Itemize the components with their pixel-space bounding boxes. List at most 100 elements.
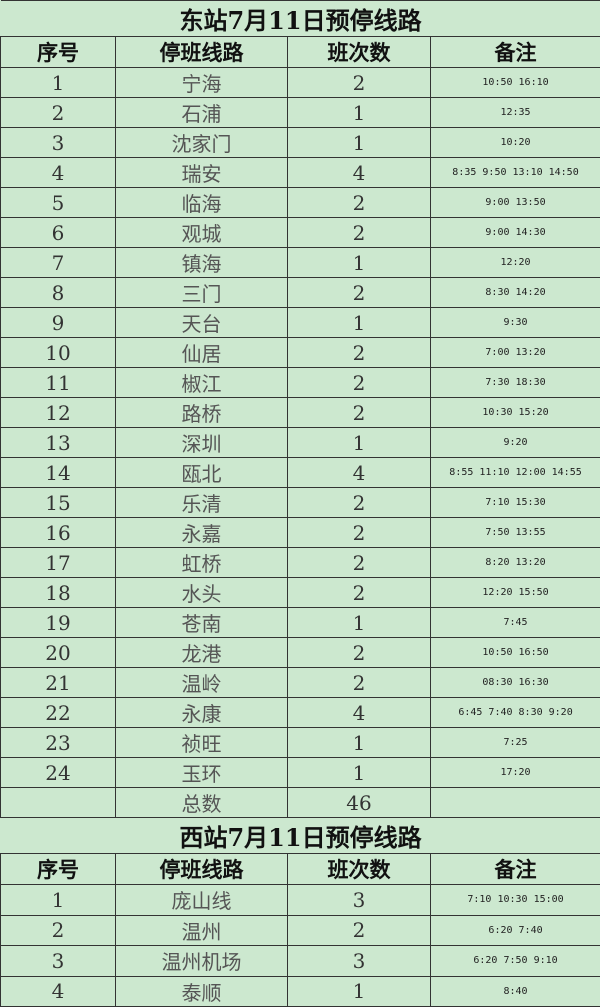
row-note: 10:50 16:10	[431, 68, 600, 98]
row-note: 7:10 10:30 15:00	[431, 885, 600, 916]
header-count: 班次数	[288, 37, 431, 68]
row-count: 1	[288, 728, 431, 758]
row-index: 11	[1, 368, 116, 398]
row-index: 20	[1, 638, 116, 668]
row-count: 1	[288, 976, 431, 1007]
row-route: 乐清	[116, 488, 288, 518]
header-index: 序号	[1, 854, 116, 885]
row-count: 3	[288, 946, 431, 977]
row-route: 三门	[116, 278, 288, 308]
row-count: 4	[288, 698, 431, 728]
row-note: 10:50 16:50	[431, 638, 600, 668]
row-note: 9:30	[431, 308, 600, 338]
row-count: 1	[288, 758, 431, 788]
row-route: 祯旺	[116, 728, 288, 758]
header-note: 备注	[431, 854, 600, 885]
row-count: 4	[288, 158, 431, 188]
total-label: 总数	[116, 788, 288, 818]
row-route: 龙港	[116, 638, 288, 668]
header-route: 停班线路	[116, 854, 288, 885]
row-note: 7:50 13:55	[431, 518, 600, 548]
row-note: 6:45 7:40 8:30 9:20	[431, 698, 600, 728]
row-index: 23	[1, 728, 116, 758]
east-total-row: 总数 46	[1, 788, 600, 818]
row-note: 7:45	[431, 608, 600, 638]
row-route: 泰顺	[116, 976, 288, 1007]
row-index: 1	[1, 68, 116, 98]
row-route: 观城	[116, 218, 288, 248]
row-route: 永嘉	[116, 518, 288, 548]
row-index: 13	[1, 428, 116, 458]
row-note: 12:20 15:50	[431, 578, 600, 608]
row-route: 瑞安	[116, 158, 288, 188]
row-note: 8:20 13:20	[431, 548, 600, 578]
row-route: 路桥	[116, 398, 288, 428]
row-route: 仙居	[116, 338, 288, 368]
row-note: 7:10 15:30	[431, 488, 600, 518]
row-index: 21	[1, 668, 116, 698]
row-route: 石浦	[116, 98, 288, 128]
row-note: 6:20 7:40	[431, 915, 600, 946]
row-note: 8:30 14:20	[431, 278, 600, 308]
row-count: 2	[288, 188, 431, 218]
row-route: 玉环	[116, 758, 288, 788]
row-note: 9:00 14:30	[431, 218, 600, 248]
row-index: 16	[1, 518, 116, 548]
row-note: 12:35	[431, 98, 600, 128]
row-index: 19	[1, 608, 116, 638]
row-route: 水头	[116, 578, 288, 608]
row-index: 12	[1, 398, 116, 428]
row-count: 1	[288, 608, 431, 638]
header-route: 停班线路	[116, 37, 288, 68]
row-route: 苍南	[116, 608, 288, 638]
row-route: 温岭	[116, 668, 288, 698]
row-count: 2	[288, 68, 431, 98]
row-note: 08:30 16:30	[431, 668, 600, 698]
row-index: 6	[1, 218, 116, 248]
row-index: 18	[1, 578, 116, 608]
row-count: 2	[288, 368, 431, 398]
row-count: 3	[288, 885, 431, 916]
row-note: 7:00 13:20	[431, 338, 600, 368]
row-count: 1	[288, 128, 431, 158]
west-title: 西站7月11日预停线路	[1, 818, 600, 854]
row-index: 2	[1, 98, 116, 128]
row-count: 4	[288, 458, 431, 488]
row-index: 24	[1, 758, 116, 788]
row-count: 2	[288, 668, 431, 698]
row-note: 9:00 13:50	[431, 188, 600, 218]
row-note: 9:20	[431, 428, 600, 458]
row-count: 2	[288, 488, 431, 518]
east-title: 东站7月11日预停线路	[1, 1, 600, 37]
row-route: 天台	[116, 308, 288, 338]
row-route: 温州机场	[116, 946, 288, 977]
row-index: 7	[1, 248, 116, 278]
row-note: 7:25	[431, 728, 600, 758]
row-index: 9	[1, 308, 116, 338]
row-route: 深圳	[116, 428, 288, 458]
row-index: 17	[1, 548, 116, 578]
row-count: 2	[288, 638, 431, 668]
row-index: 4	[1, 976, 116, 1007]
